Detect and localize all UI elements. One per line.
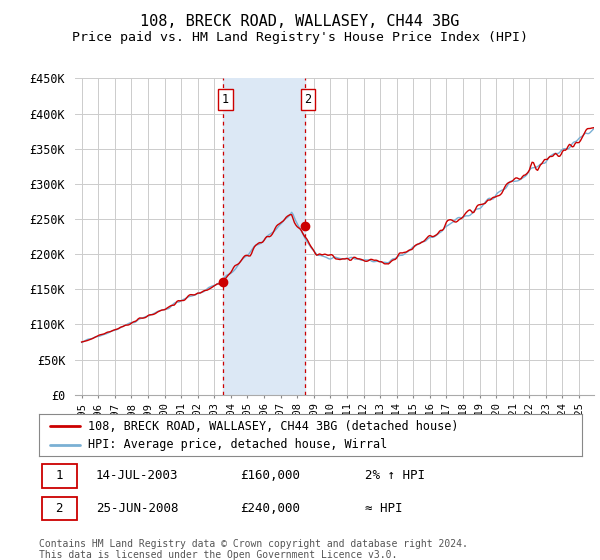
Text: 108, BRECK ROAD, WALLASEY, CH44 3BG (detached house): 108, BRECK ROAD, WALLASEY, CH44 3BG (det… bbox=[88, 419, 458, 433]
Text: ≈ HPI: ≈ HPI bbox=[365, 502, 403, 515]
Text: 108, BRECK ROAD, WALLASEY, CH44 3BG: 108, BRECK ROAD, WALLASEY, CH44 3BG bbox=[140, 14, 460, 29]
FancyBboxPatch shape bbox=[42, 497, 77, 520]
Text: 1: 1 bbox=[56, 469, 63, 482]
Text: 2: 2 bbox=[56, 502, 63, 515]
Text: 1: 1 bbox=[222, 93, 229, 106]
Text: Price paid vs. HM Land Registry's House Price Index (HPI): Price paid vs. HM Land Registry's House … bbox=[72, 31, 528, 44]
Text: 25-JUN-2008: 25-JUN-2008 bbox=[96, 502, 179, 515]
Text: £160,000: £160,000 bbox=[240, 469, 300, 482]
Text: HPI: Average price, detached house, Wirral: HPI: Average price, detached house, Wirr… bbox=[88, 438, 387, 451]
Bar bbox=[223, 78, 305, 395]
Text: 2% ↑ HPI: 2% ↑ HPI bbox=[365, 469, 425, 482]
Text: £240,000: £240,000 bbox=[240, 502, 300, 515]
Text: Contains HM Land Registry data © Crown copyright and database right 2024.
This d: Contains HM Land Registry data © Crown c… bbox=[39, 539, 468, 560]
FancyBboxPatch shape bbox=[42, 464, 77, 488]
Text: 14-JUL-2003: 14-JUL-2003 bbox=[96, 469, 179, 482]
Text: 2: 2 bbox=[304, 93, 311, 106]
